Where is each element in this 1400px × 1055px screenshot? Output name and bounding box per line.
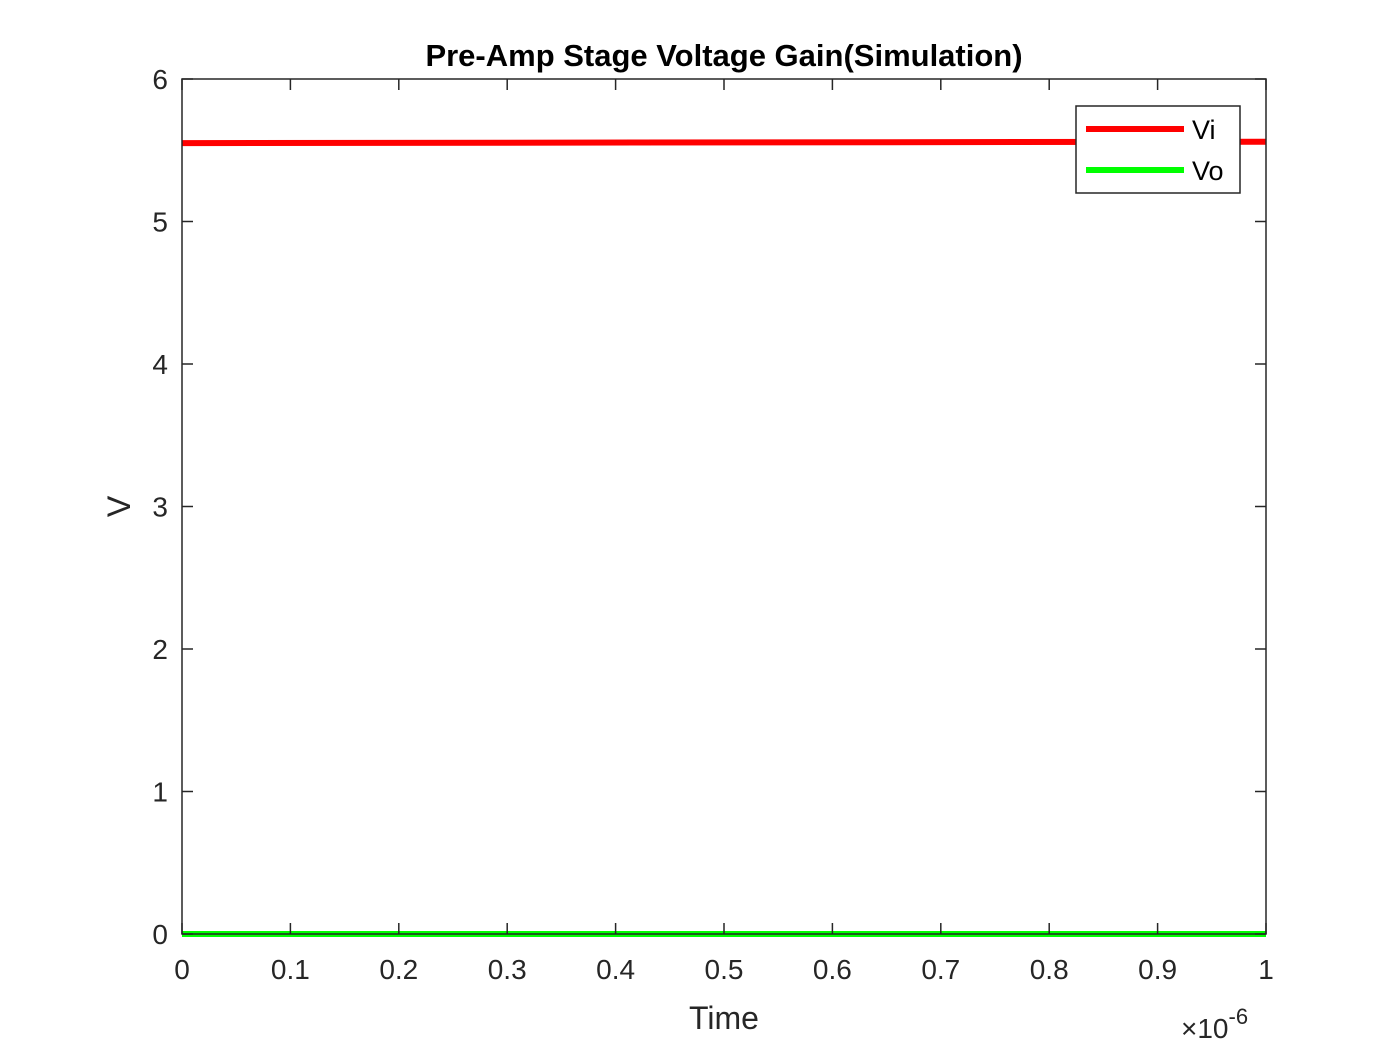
legend-box bbox=[1075, 105, 1241, 194]
plot-border bbox=[181, 78, 1267, 935]
x-tick-label: 0.9 bbox=[1138, 954, 1177, 985]
x-tick-label: 0.3 bbox=[488, 954, 527, 985]
x-axis-exponent-label: ×10-6 bbox=[1181, 1004, 1248, 1044]
x-tick-label: 0.8 bbox=[1030, 954, 1069, 985]
y-tick-label: 5 bbox=[152, 207, 168, 238]
y-tick-label: 6 bbox=[152, 64, 168, 95]
tick-labels-layer: 0 0.1 0.2 0.3 0.4 0.5 0.6 0.7 0.8 0.9 1 0 1 2 3 4 5 6 bbox=[152, 64, 1273, 985]
x-tick-label: 0.7 bbox=[921, 954, 960, 985]
x-tick-label: 1 bbox=[1258, 954, 1274, 985]
x-exponent-power: -6 bbox=[1229, 1004, 1249, 1029]
y-tick-label: 2 bbox=[152, 634, 168, 665]
y-tick-label: 0 bbox=[152, 919, 168, 950]
y-tick-label: 1 bbox=[152, 777, 168, 808]
x-tick-label: 0.6 bbox=[813, 954, 852, 985]
legend-label-vi: Vi bbox=[1192, 115, 1216, 145]
y-tick-label: 3 bbox=[152, 492, 168, 523]
chart-title: Pre-Amp Stage Voltage Gain(Simulation) bbox=[425, 38, 1022, 73]
legend-label-vo: Vo bbox=[1192, 156, 1224, 186]
plot-area bbox=[182, 79, 1266, 934]
x-tick-label: 0.4 bbox=[596, 954, 635, 985]
x-exponent-base: ×10 bbox=[1181, 1013, 1229, 1044]
legend: Vi Vo bbox=[1075, 105, 1241, 194]
x-tick-label: 0.2 bbox=[379, 954, 418, 985]
x-tick-label: 0 bbox=[174, 954, 190, 985]
x-axis-label: Time bbox=[689, 1000, 759, 1036]
y-tick-label: 4 bbox=[152, 349, 168, 380]
x-tick-label: 0.1 bbox=[271, 954, 310, 985]
x-tick-label: 0.5 bbox=[705, 954, 744, 985]
y-axis-label: V bbox=[101, 495, 137, 517]
